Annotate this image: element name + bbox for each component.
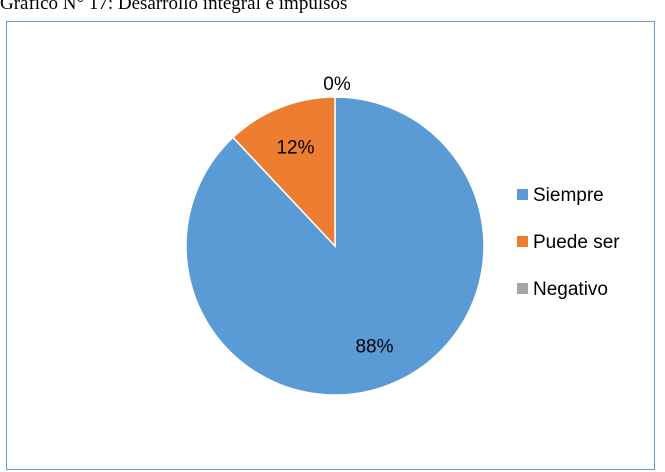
legend-label-siempre: Siempre: [533, 185, 604, 206]
data-label-siempre: 88%: [355, 337, 393, 358]
legend: Siempre Puede ser Negativo: [517, 185, 620, 300]
data-label-negativo: 0%: [323, 74, 351, 95]
legend-label-puede-ser: Puede ser: [533, 232, 620, 253]
legend-swatch-siempre: [517, 189, 528, 200]
data-label-puede-ser: 12%: [276, 137, 314, 158]
legend-swatch-puede-ser: [517, 236, 528, 247]
legend-label-negativo: Negativo: [533, 279, 608, 300]
legend-swatch-negativo: [517, 283, 528, 294]
pie-slices: [185, 96, 485, 396]
slice-labels: 88% 12% 0%: [276, 74, 393, 358]
slice-puede-ser: [231, 96, 336, 248]
figure-caption: Gráfico N° 17: Desarrollo integral e imp…: [0, 0, 348, 14]
